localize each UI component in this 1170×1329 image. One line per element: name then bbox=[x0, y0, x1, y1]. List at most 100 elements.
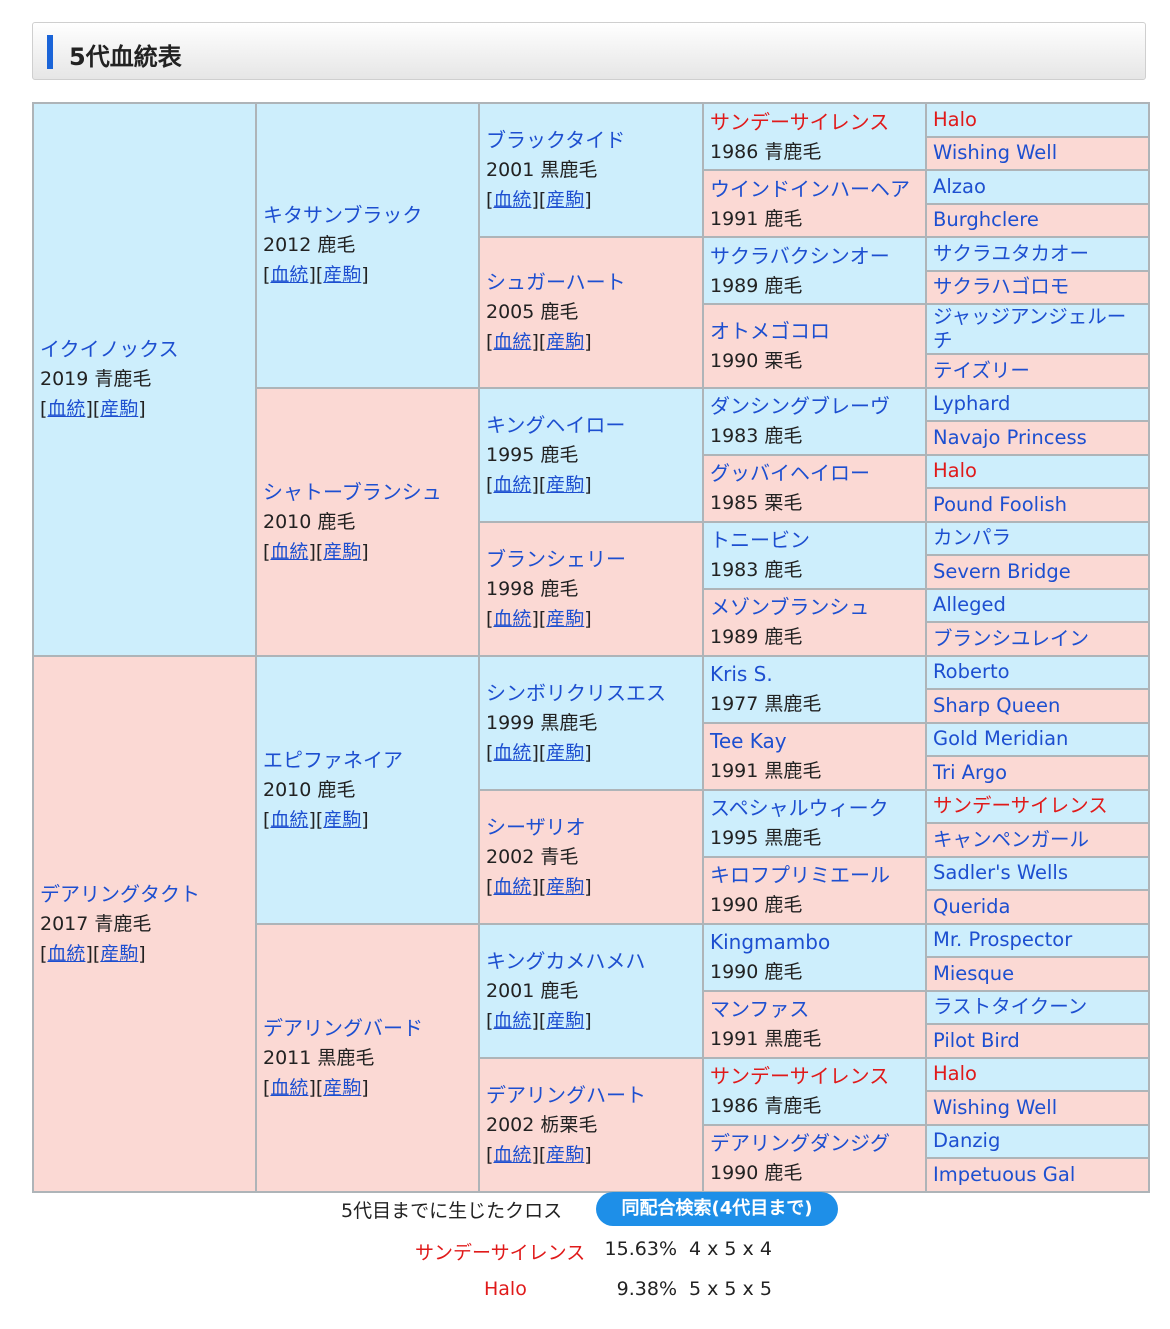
horse-name-link[interactable]: Wishing Well bbox=[933, 141, 1058, 165]
offspring-link[interactable]: 産駒 bbox=[323, 540, 362, 563]
offspring-link[interactable]: 産駒 bbox=[323, 264, 362, 287]
horse-name-link[interactable]: キロフプリミエール bbox=[710, 863, 890, 887]
horse-name-link[interactable]: Roberto bbox=[933, 660, 1010, 684]
horse-name-link[interactable]: Danzig bbox=[933, 1129, 1001, 1153]
offspring-link[interactable]: 産駒 bbox=[546, 875, 585, 898]
horse-name-link[interactable]: ラストタイクーン bbox=[933, 995, 1088, 1019]
horse-name-link[interactable]: Gold Meridian bbox=[933, 727, 1069, 751]
horse-name-link[interactable]: シュガーハート bbox=[486, 270, 626, 295]
pedigree-link[interactable]: 血統 bbox=[493, 189, 532, 211]
horse-name-link[interactable]: オトメゴコロ bbox=[710, 318, 830, 343]
offspring-link[interactable]: 産駒 bbox=[323, 808, 362, 831]
cross-percentage: 9.38% bbox=[616, 1278, 677, 1300]
horse-name-link[interactable]: ブランシェリー bbox=[486, 546, 626, 571]
horse-name-link[interactable]: ダンシングブレーヴ bbox=[710, 394, 890, 418]
horse-name-link[interactable]: ジャッジアンジェルーチ bbox=[933, 305, 1127, 352]
offspring-link[interactable]: 産駒 bbox=[546, 607, 585, 630]
horse-name-link[interactable]: Burghclere bbox=[933, 208, 1039, 232]
horse-name-link[interactable]: キャンペンガール bbox=[933, 827, 1090, 851]
horse-name-link[interactable]: ブラックタイド bbox=[486, 128, 626, 152]
pedigree-link[interactable]: 血統 bbox=[493, 741, 532, 764]
pedigree-link[interactable]: 血統 bbox=[270, 808, 309, 831]
horse-name-link[interactable]: サンデーサイレンス bbox=[933, 794, 1108, 818]
horse-name-link[interactable]: サクラハゴロモ bbox=[933, 275, 1070, 299]
horse-name-link[interactable]: Halo bbox=[933, 1062, 977, 1086]
horse-name-link[interactable]: Alleged bbox=[933, 593, 1006, 617]
pedigree-row: Navajo Princess bbox=[33, 420, 1150, 456]
horse-name-link[interactable]: デアリングタクト bbox=[40, 881, 200, 906]
horse-name-link[interactable]: キタサンブラック bbox=[263, 203, 423, 228]
horse-name-link[interactable]: イクイノックス bbox=[40, 337, 179, 362]
pedigree-link[interactable]: 血統 bbox=[493, 331, 532, 354]
horse-name-link[interactable]: Pound Foolish bbox=[933, 492, 1068, 516]
horse-name-link[interactable]: Pilot Bird bbox=[933, 1028, 1020, 1052]
offspring-link[interactable]: 産駒 bbox=[546, 189, 585, 211]
horse-name-link[interactable]: Querida bbox=[933, 894, 1011, 918]
offspring-link[interactable]: 産駒 bbox=[100, 942, 139, 965]
horse-year-color: 1977 黒鹿毛 bbox=[710, 693, 822, 715]
horse-links: [血統][産駒] bbox=[486, 1143, 592, 1166]
horse-year-color: 2017 青鹿毛 bbox=[40, 912, 152, 935]
pedigree-link[interactable]: 血統 bbox=[493, 607, 532, 630]
horse-name-link[interactable]: グッバイヘイロー bbox=[710, 461, 870, 485]
pedigree-link[interactable]: 血統 bbox=[47, 398, 86, 421]
horse-name-link[interactable]: ウインドインハーヘア bbox=[710, 176, 910, 201]
pedigree-link[interactable]: 血統 bbox=[493, 1009, 532, 1032]
horse-name-link[interactable]: デアリングダンジグ bbox=[710, 1131, 890, 1155]
horse-name-link[interactable]: ブランシユレイン bbox=[933, 626, 1090, 650]
horse-name-link[interactable]: サンデーサイレンス bbox=[710, 109, 890, 134]
horse-name-link[interactable]: Halo bbox=[933, 107, 977, 131]
horse-name-link[interactable]: Lyphard bbox=[933, 392, 1011, 416]
horse-name-link[interactable]: シーザリオ bbox=[486, 814, 586, 839]
horse-name-link[interactable]: Tee Kay bbox=[710, 729, 787, 753]
offspring-link[interactable]: 産駒 bbox=[546, 1009, 585, 1032]
horse-name-link[interactable]: サンデーサイレンス bbox=[710, 1064, 890, 1088]
horse-name-link[interactable]: Wishing Well bbox=[933, 1095, 1058, 1119]
pedigree-link[interactable]: 血統 bbox=[47, 942, 86, 965]
horse-name-link[interactable]: Kingmambo bbox=[710, 930, 831, 954]
pedigree-link[interactable]: 血統 bbox=[270, 1076, 309, 1099]
horse-name-link[interactable]: Kris S. bbox=[710, 662, 773, 686]
offspring-link[interactable]: 産駒 bbox=[546, 1143, 585, 1166]
same-mating-search-button[interactable]: 同配合検索(4代目まで) bbox=[596, 1192, 838, 1226]
pedigree-cell-gen5: Pilot Bird bbox=[925, 1023, 1150, 1059]
offspring-link[interactable]: 産駒 bbox=[546, 473, 585, 496]
horse-name-link[interactable]: Navajo Princess bbox=[933, 425, 1087, 449]
horse-name-link[interactable]: メゾンブランシュ bbox=[710, 595, 870, 619]
horse-name-link[interactable]: Impetuous Gal bbox=[933, 1162, 1076, 1186]
pedigree-link[interactable]: 血統 bbox=[493, 875, 532, 898]
horse-name-link[interactable]: シャトーブランシュ bbox=[263, 479, 442, 504]
horse-name-link[interactable]: キングカメハメハ bbox=[486, 948, 646, 973]
offspring-link[interactable]: 産駒 bbox=[546, 741, 585, 764]
cross-horse-link[interactable]: Halo bbox=[484, 1278, 527, 1300]
horse-name-link[interactable]: マンファス bbox=[710, 997, 810, 1021]
horse-name-link[interactable]: Sharp Queen bbox=[933, 693, 1061, 717]
horse-name-link[interactable]: サクラユタカオー bbox=[933, 241, 1090, 265]
offspring-link[interactable]: 産駒 bbox=[323, 1076, 362, 1099]
offspring-link[interactable]: 産駒 bbox=[100, 398, 139, 421]
pedigree-link[interactable]: 血統 bbox=[270, 540, 309, 563]
horse-name-link[interactable]: デアリングハート bbox=[486, 1082, 646, 1107]
horse-name-link[interactable]: サクラバクシンオー bbox=[710, 243, 890, 268]
horse-name-link[interactable]: Tri Argo bbox=[933, 760, 1008, 784]
horse-name-link[interactable]: Halo bbox=[933, 459, 977, 483]
horse-name-link[interactable]: Sadler's Wells bbox=[933, 861, 1068, 885]
horse-name-link[interactable]: Mr. Prospector bbox=[933, 928, 1073, 952]
horse-name-link[interactable]: Alzao bbox=[933, 174, 986, 198]
pedigree-link[interactable]: 血統 bbox=[493, 1143, 532, 1166]
horse-name-link[interactable]: Severn Bridge bbox=[933, 559, 1071, 583]
horse-name-link[interactable]: キングヘイロー bbox=[486, 412, 626, 437]
horse-name-link[interactable]: デアリングバード bbox=[263, 1015, 423, 1040]
horse-name-link[interactable]: カンパラ bbox=[933, 526, 1012, 550]
horse-name-link[interactable]: トニービン bbox=[710, 528, 810, 552]
pedigree-link[interactable]: 血統 bbox=[493, 473, 532, 496]
cross-horse-link[interactable]: サンデーサイレンス bbox=[415, 1242, 586, 1264]
horse-name-link[interactable]: スペシャルウィーク bbox=[710, 796, 889, 820]
horse-name-link[interactable]: テイズリー bbox=[933, 358, 1030, 382]
offspring-link[interactable]: 産駒 bbox=[546, 331, 585, 354]
horse-name-link[interactable]: Miesque bbox=[933, 961, 1015, 985]
horse-links: [血統][産駒] bbox=[40, 942, 146, 965]
horse-name-link[interactable]: シンボリクリスエス bbox=[486, 680, 666, 705]
pedigree-link[interactable]: 血統 bbox=[270, 264, 309, 287]
horse-name-link[interactable]: エピファネイア bbox=[263, 747, 403, 772]
